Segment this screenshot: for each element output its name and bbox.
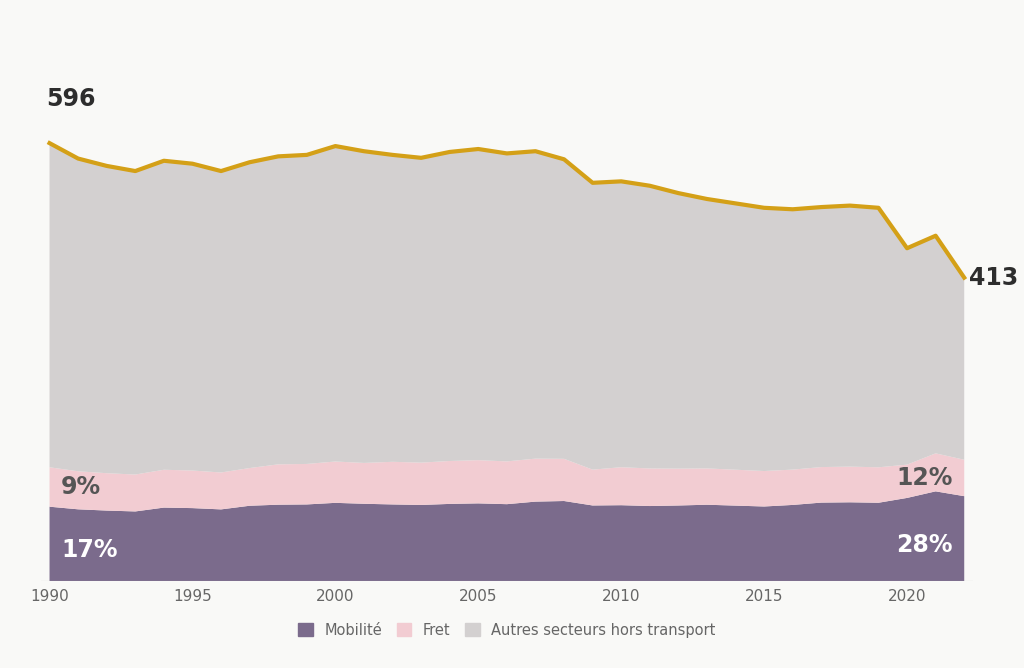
Text: 12%: 12% — [896, 466, 952, 490]
Text: 17%: 17% — [61, 538, 118, 562]
Text: 413: 413 — [969, 266, 1018, 290]
Text: 28%: 28% — [896, 534, 952, 558]
Text: 9%: 9% — [61, 475, 101, 499]
Legend: Mobilité, Fret, Autres secteurs hors transport: Mobilité, Fret, Autres secteurs hors tra… — [292, 617, 722, 643]
Text: 596: 596 — [47, 87, 96, 111]
